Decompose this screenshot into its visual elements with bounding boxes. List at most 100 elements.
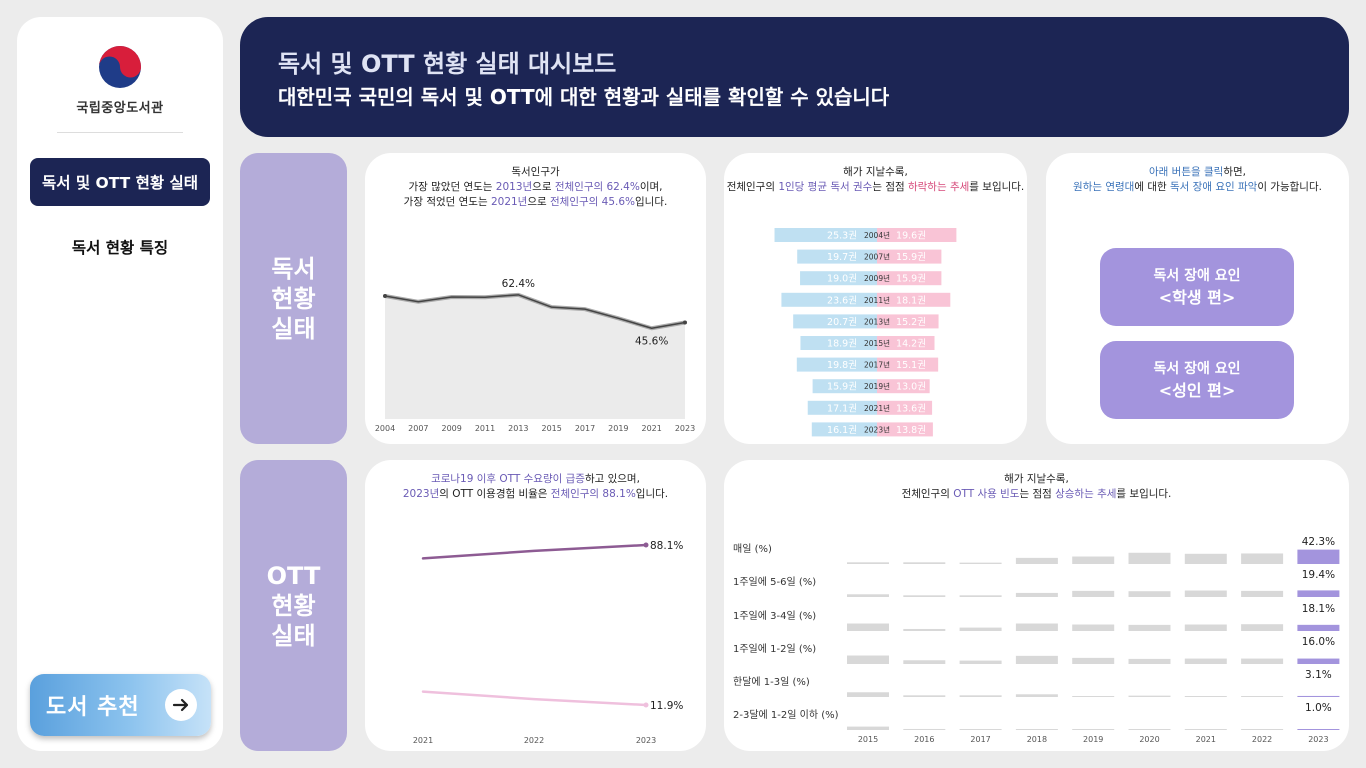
bar-right-label: 13.6권	[896, 402, 926, 414]
bar	[1072, 729, 1115, 730]
x-tick-label: 2019	[1083, 735, 1103, 744]
data-label: 45.6%	[635, 335, 668, 347]
nav-item-reading-ott-status[interactable]: 독서 및 OTT 현황 실태	[30, 158, 210, 206]
end-value-label: 19.4%	[1302, 569, 1335, 581]
bar-highlight	[1297, 695, 1340, 697]
bar-right-label: 18.1권	[896, 294, 926, 306]
bar-highlight	[1297, 624, 1340, 631]
bar-left-label: 18.9권	[827, 338, 857, 350]
caption-line: 원하는 연령대에 대한 독서 장애 요인 파악이 가능합니다.	[1073, 181, 1322, 193]
bar	[1184, 553, 1227, 564]
bar-right-label: 14.2권	[896, 338, 926, 350]
section-label-ott: OTT 현황 실태	[240, 460, 347, 751]
bar-right	[877, 249, 942, 264]
bar-right-label: 15.9권	[896, 251, 926, 263]
bar	[959, 729, 1002, 730]
reading-barrier-card: 아래 버튼을 클릭하면, 원하는 연령대에 대한 독서 장애 요인 파악이 가능…	[1046, 153, 1349, 444]
ott-frequency-chart: 매일 (%) 42.3% 1주일에 5-6일 (%) 19.4% 1주일에 3-4일 (…	[733, 536, 1340, 744]
bar	[959, 595, 1002, 597]
sidebar: 국립중앙도서관 독서 및 OTT 현황 실태 독서 현황 특징 도서 추천	[17, 17, 223, 751]
bar-right	[877, 379, 930, 394]
bar-left-label: 19.7권	[827, 251, 857, 263]
x-tick-label: 2013	[508, 424, 528, 433]
caption-line: 코로나19 이후 OTT 수요량이 급증하고 있으며,	[431, 473, 640, 485]
bar-right	[877, 228, 957, 242]
nav-item-reading-features[interactable]: 독서 현황 특징	[71, 239, 169, 257]
ott-series-end-point	[643, 542, 649, 548]
bar	[1184, 729, 1227, 730]
bar-left	[811, 422, 877, 437]
row-label: 1주일에 1-2일 (%)	[733, 643, 816, 655]
bar	[1241, 624, 1284, 631]
barrier-student-button[interactable]: 독서 장애 요인 <학생 편>	[1100, 248, 1294, 326]
ott-experience-card: 코로나19 이후 OTT 수요량이 급증하고 있으며, 2023년의 OTT 이…	[365, 460, 706, 751]
bar-left	[774, 228, 877, 242]
row-label: 2-3달에 1-2일 이하 (%)	[733, 708, 839, 721]
x-tick-label: 2018	[1027, 735, 1047, 744]
bar	[1241, 696, 1284, 697]
ott-frequency-card: 해가 지날수록, 전체인구의 OTT 사용 빈도는 점점 상승하는 추세를 보입…	[724, 460, 1349, 751]
reading-population-card: 독서인구가 가장 많았던 연도는 2013년으로 전체인구의 62.4%이며, …	[365, 153, 706, 444]
end-value-label: 16.0%	[1302, 636, 1335, 648]
bar-right-label: 19.6권	[896, 230, 926, 242]
x-tick-label: 2020	[1139, 735, 1159, 744]
data-label: 62.4%	[502, 278, 535, 290]
x-tick-label: 2015	[541, 424, 561, 433]
bar	[1072, 556, 1115, 564]
ott-series-end-label: 88.1%	[650, 540, 683, 552]
bar	[903, 628, 946, 631]
year-label: 2011년	[864, 295, 890, 305]
logo-text: 국립중앙도서관	[76, 101, 164, 116]
caption-line: 가장 적었던 연도는 2021년으로 전체인구의 45.6%입니다.	[403, 196, 668, 208]
reading-line	[384, 294, 686, 330]
bar-left	[800, 271, 877, 286]
ott-experience-chart: 88.1% 11.9% 2021 2022 2023	[413, 540, 684, 745]
bar-left	[812, 379, 877, 394]
bar-right	[877, 336, 935, 350]
bar-left	[793, 314, 877, 329]
arrow-right-icon	[165, 689, 197, 721]
bar	[1128, 695, 1171, 697]
bar-highlight	[1297, 590, 1340, 597]
x-tick-label: 2017	[970, 735, 990, 744]
x-tick-label: 2011	[475, 424, 495, 433]
book-recommend-button[interactable]: 도서 추천	[30, 674, 211, 736]
bar	[1184, 624, 1227, 631]
bar-highlight	[1297, 549, 1340, 564]
bar-left-label: 15.9권	[827, 381, 857, 393]
bar-right	[877, 314, 939, 329]
library-logo[interactable]: 국립중앙도서관	[17, 45, 223, 116]
x-tick-label: 2021	[413, 736, 433, 745]
bar-left	[797, 249, 877, 264]
bar-right	[877, 400, 933, 415]
barrier-student-label: 독서 장애 요인	[1153, 268, 1241, 284]
bar	[959, 695, 1002, 697]
bar-right-label: 15.1권	[896, 359, 926, 371]
year-label: 2007년	[864, 252, 890, 262]
bar-right	[877, 422, 933, 437]
x-tick-label: 2023	[636, 736, 656, 745]
bar	[903, 562, 946, 564]
reading-barrier-caption: 아래 버튼을 클릭하면, 원하는 연령대에 대한 독서 장애 요인 파악이 가능…	[1046, 165, 1349, 195]
books-per-person-card: 해가 지날수록, 전체인구의 1인당 평균 독서 권수는 점점 하락하는 추세를…	[724, 153, 1027, 444]
bar	[847, 692, 889, 697]
bar	[1241, 658, 1284, 664]
x-tick-label: 2016	[914, 735, 934, 744]
x-tick-label: 2023	[1308, 735, 1328, 744]
barrier-adult-label: 독서 장애 요인	[1153, 361, 1241, 377]
bar	[1015, 655, 1058, 664]
bar-right	[877, 292, 951, 307]
bar-left-label: 19.8권	[827, 359, 857, 371]
bar-highlight	[1297, 729, 1340, 730]
bar	[1128, 591, 1171, 597]
x-tick-label: 2009	[441, 424, 461, 433]
bar	[847, 726, 889, 730]
bar	[903, 728, 946, 730]
barrier-adult-button[interactable]: 독서 장애 요인 <성인 편>	[1100, 341, 1294, 419]
caption-line: 전체인구의 OTT 사용 빈도는 점점 상승하는 추세를 보입니다.	[901, 488, 1172, 500]
reading-population-caption: 독서인구가 가장 많았던 연도는 2013년으로 전체인구의 62.4%이며, …	[365, 165, 706, 210]
year-label: 2013년	[864, 316, 890, 326]
caption-line: 독서인구가	[511, 166, 560, 178]
bar-left-label: 17.1권	[827, 402, 857, 414]
bar	[1241, 553, 1284, 564]
